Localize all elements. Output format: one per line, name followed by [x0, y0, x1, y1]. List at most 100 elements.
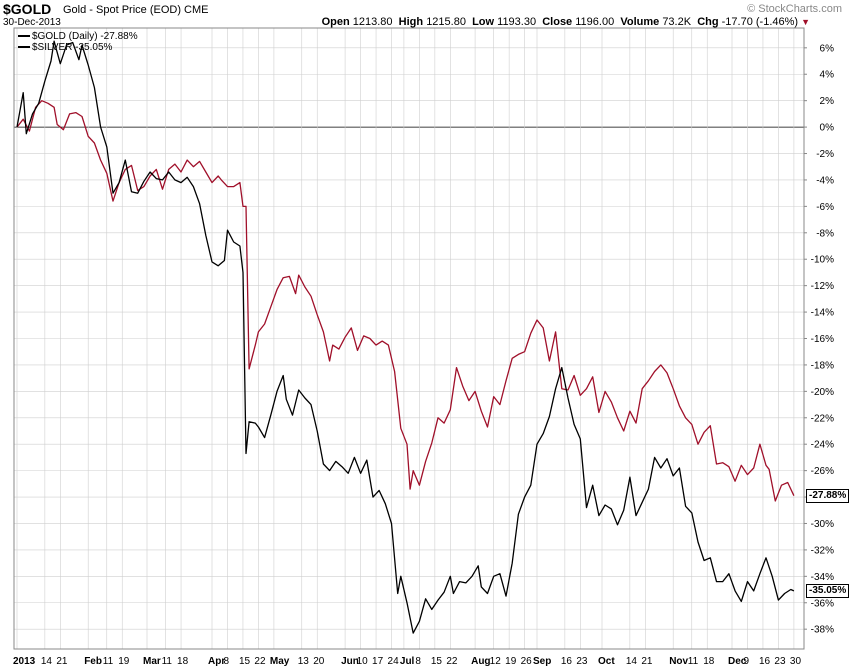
- legend-silver-text: $SILVER -35.05%: [32, 42, 113, 53]
- legend-gold: $GOLD (Daily) -27.88%: [18, 31, 138, 42]
- open-label: Open: [321, 16, 350, 28]
- x-tick-label: Feb: [84, 656, 102, 667]
- x-tick-label: 21: [56, 656, 68, 667]
- exchange-text: CME: [184, 4, 209, 16]
- y-tick-label: -4%: [816, 175, 834, 186]
- chart-series: [16, 40, 795, 634]
- y-tick-label: 6%: [820, 43, 835, 54]
- x-tick-label: Dec: [728, 656, 747, 667]
- y-axis-labels: 6% 4% 2% 0% -2% -4% -6% -8% -10% -12% -14% -16% -18%…: [811, 43, 834, 635]
- end-label-silver: -35.05%: [806, 583, 850, 598]
- x-tick-label: 2013: [13, 656, 36, 667]
- x-tick-label: 16: [759, 656, 771, 667]
- x-tick-label: 15: [239, 656, 251, 667]
- y-tick-label: -38%: [811, 625, 834, 636]
- y-tick-label: -12%: [811, 281, 834, 292]
- y-tick-label: -18%: [811, 360, 834, 371]
- y-tick-label: 2%: [820, 96, 835, 107]
- x-tick-label: 19: [118, 656, 130, 667]
- volume-value: 73.2K: [662, 16, 692, 28]
- x-tick-label: 9: [743, 656, 749, 667]
- x-tick-label: 18: [177, 656, 189, 667]
- x-tick-label: 17: [372, 656, 384, 667]
- x-tick-label: 23: [774, 656, 786, 667]
- x-tick-label: Nov: [669, 656, 688, 667]
- y-tick-label: 4%: [820, 70, 835, 81]
- x-tick-label: 30: [790, 656, 802, 667]
- x-tick-label: 19: [505, 656, 517, 667]
- x-tick-label: 11: [162, 656, 173, 667]
- brand-watermark: © StockCharts.com: [747, 3, 842, 15]
- chart-description: Gold - Spot Price (EOD) CME: [63, 4, 209, 16]
- y-tick-label: -20%: [811, 387, 834, 398]
- x-tick-label: 26: [521, 656, 533, 667]
- x-tick-label: May: [270, 656, 290, 667]
- y-tick-label: -24%: [811, 440, 834, 451]
- series-line-gold: [16, 100, 795, 502]
- x-tick-label: 22: [446, 656, 458, 667]
- series-line-silver: [16, 40, 795, 634]
- legend-silver-swatch: [18, 46, 30, 49]
- x-tick-label: Jun: [341, 656, 359, 667]
- x-tick-label: 13: [298, 656, 310, 667]
- x-tick-label: Oct: [598, 656, 615, 667]
- high-value: 1215.80: [426, 16, 466, 28]
- x-tick-label: 11: [103, 656, 114, 667]
- x-tick-label: Sep: [533, 656, 551, 667]
- high-label: High: [398, 16, 424, 28]
- y-tick-label: -10%: [811, 255, 834, 266]
- ohlc-readout: Open 1213.80 High 1215.80 Low 1193.30 Cl…: [322, 16, 810, 28]
- chart-grid: [14, 28, 807, 649]
- x-tick-label: Aug: [471, 656, 490, 667]
- chg-value: -17.70 (-1.46%): [721, 16, 799, 28]
- x-tick-label: 21: [641, 656, 653, 667]
- x-tick-label: 22: [254, 656, 266, 667]
- volume-label: Volume: [620, 16, 660, 28]
- x-tick-label: 24: [388, 656, 400, 667]
- y-tick-label: -26%: [811, 466, 834, 477]
- x-tick-label: Jul: [400, 656, 415, 667]
- low-label: Low: [472, 16, 495, 28]
- y-tick-label: -22%: [811, 413, 834, 424]
- y-tick-label: -2%: [816, 149, 834, 160]
- y-tick-label: -16%: [811, 334, 834, 345]
- description-text: Gold - Spot Price (EOD): [63, 4, 181, 16]
- x-tick-label: 14: [626, 656, 638, 667]
- legend-gold-text: $GOLD (Daily) -27.88%: [32, 31, 138, 42]
- x-tick-label: 20: [313, 656, 325, 667]
- close-label: Close: [542, 16, 573, 28]
- down-triangle-icon: ▼: [801, 17, 810, 27]
- y-tick-label: -14%: [811, 308, 834, 319]
- x-tick-label: 14: [41, 656, 53, 667]
- x-tick-label: 16: [561, 656, 573, 667]
- y-tick-label: -34%: [811, 572, 834, 583]
- low-value: 1193.30: [497, 16, 537, 28]
- y-tick-label: -36%: [811, 598, 834, 609]
- x-tick-label: 11: [688, 656, 699, 667]
- y-tick-label: -6%: [816, 202, 834, 213]
- x-tick-label: Mar: [143, 656, 161, 667]
- close-value: 1196.00: [575, 16, 615, 28]
- legend-silver: $SILVER -35.05%: [18, 42, 112, 53]
- y-tick-label: -30%: [811, 519, 834, 530]
- legend-gold-swatch: [18, 35, 30, 38]
- x-tick-label: 12: [490, 656, 502, 667]
- x-tick-label: 15: [431, 656, 443, 667]
- y-tick-label: -8%: [816, 228, 834, 239]
- x-tick-label: 8: [223, 656, 229, 667]
- chart-symbol: $GOLD: [3, 1, 52, 17]
- chg-label: Chg: [697, 16, 719, 28]
- chart-date: 30-Dec-2013: [3, 17, 61, 28]
- y-tick-label: -32%: [811, 545, 834, 556]
- x-tick-label: 10: [357, 656, 369, 667]
- x-tick-label: Apr: [208, 656, 225, 667]
- end-label-gold: -27.88%: [806, 488, 850, 503]
- open-value: 1213.80: [352, 16, 393, 28]
- x-tick-label: 18: [703, 656, 715, 667]
- plot-frame: [13, 27, 805, 650]
- y-tick-label: 0%: [820, 123, 835, 134]
- x-tick-label: 23: [576, 656, 588, 667]
- x-tick-label: 8: [415, 656, 421, 667]
